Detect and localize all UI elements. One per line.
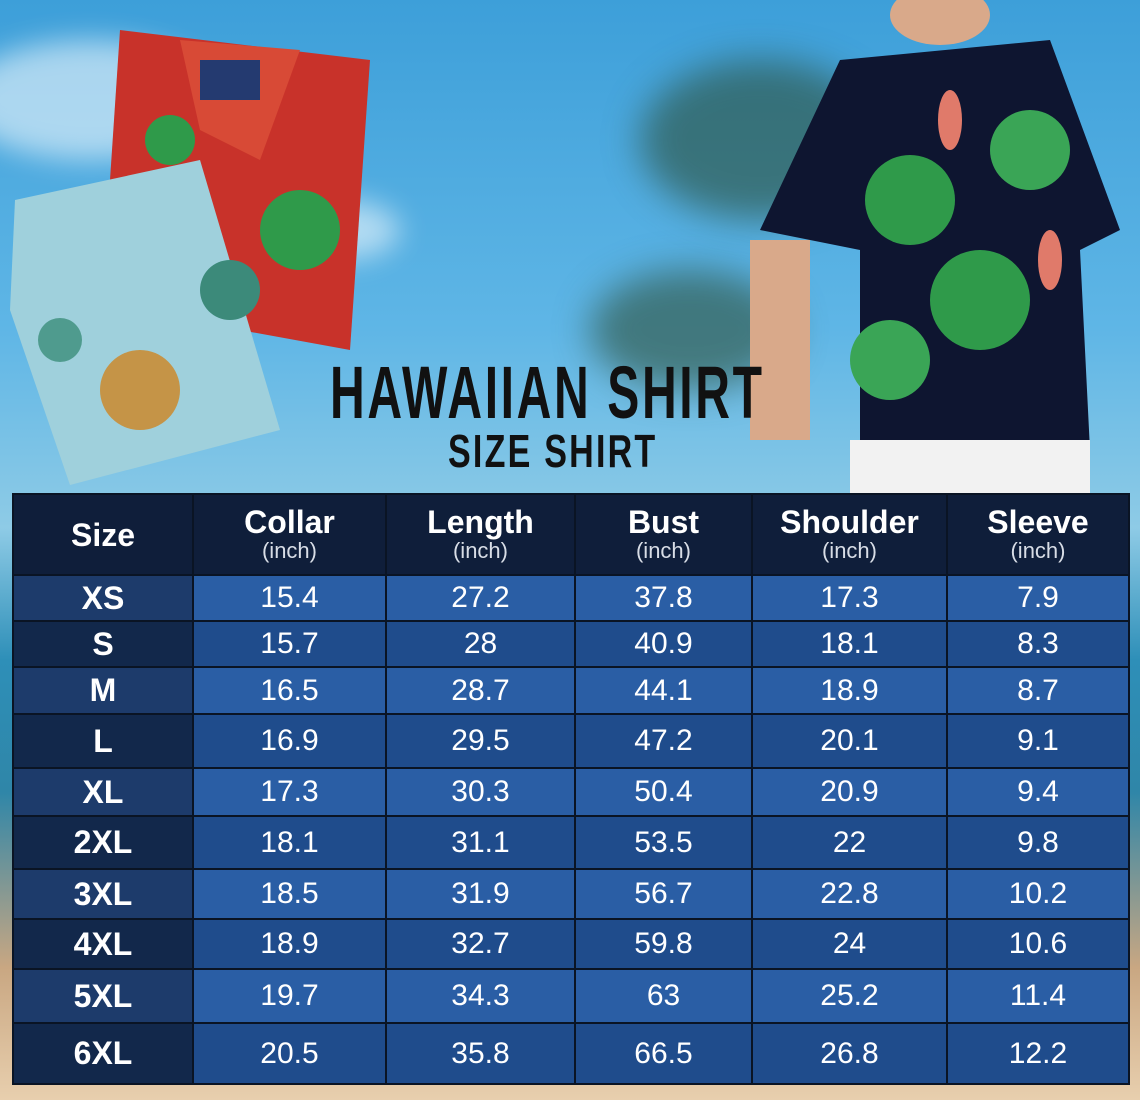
header-label: Shoulder — [780, 503, 919, 540]
measurement-cell: 63 — [574, 968, 753, 1024]
size-cell: L — [12, 713, 194, 769]
measurement-cell: 53.5 — [574, 815, 753, 870]
measurement-cell: 18.5 — [192, 868, 387, 920]
size-cell: 3XL — [12, 868, 194, 920]
measurement-cell: 27.2 — [385, 574, 576, 622]
measurement-cell: 9.1 — [946, 713, 1130, 769]
header-label: Size — [70, 516, 136, 553]
column-header-size: Size — [12, 493, 194, 576]
measurement-cell: 9.8 — [946, 815, 1130, 870]
measurement-cell: 17.3 — [192, 767, 387, 817]
measurement-cell: 32.7 — [385, 918, 576, 970]
measurement-cell: 26.8 — [751, 1022, 948, 1085]
measurement-cell: 16.9 — [192, 713, 387, 769]
measurement-cell: 18.1 — [751, 620, 948, 668]
table-row: 3XL 18.5 31.9 56.7 22.8 10.2 — [12, 868, 1130, 920]
size-cell: 4XL — [12, 918, 194, 970]
measurement-cell: 35.8 — [385, 1022, 576, 1085]
measurement-cell: 31.1 — [385, 815, 576, 870]
header-unit: (inch) — [261, 537, 317, 563]
measurement-cell: 10.6 — [946, 918, 1130, 970]
measurement-cell: 20.1 — [751, 713, 948, 769]
table-row: 2XL 18.1 31.1 53.5 22 9.8 — [12, 815, 1130, 870]
measurement-cell: 37.8 — [574, 574, 753, 622]
size-cell: 5XL — [12, 968, 194, 1024]
measurement-cell: 28 — [385, 620, 576, 668]
measurement-cell: 24 — [751, 918, 948, 970]
measurement-cell: 59.8 — [574, 918, 753, 970]
measurement-cell: 66.5 — [574, 1022, 753, 1085]
measurement-cell: 31.9 — [385, 868, 576, 920]
measurement-cell: 44.1 — [574, 666, 753, 715]
column-header-collar: Collar (inch) — [192, 493, 387, 576]
column-header-length: Length (inch) — [385, 493, 576, 576]
table-row: 4XL 18.9 32.7 59.8 24 10.6 — [12, 918, 1130, 970]
size-chart-table: Size Collar (inch) Length (inch) Bust (inch) Sh… — [12, 493, 1130, 1085]
header-label: Bust — [627, 503, 700, 540]
measurement-cell: 10.2 — [946, 868, 1130, 920]
size-cell: 6XL — [12, 1022, 194, 1085]
measurement-cell: 16.5 — [192, 666, 387, 715]
table-row: 5XL 19.7 34.3 63 25.2 11.4 — [12, 968, 1130, 1024]
table-row: S 15.7 28 40.9 18.1 8.3 — [12, 620, 1130, 668]
header-unit: (inch) — [635, 537, 691, 563]
table-row: XL 17.3 30.3 50.4 20.9 9.4 — [12, 767, 1130, 817]
measurement-cell: 7.9 — [946, 574, 1130, 622]
measurement-cell: 20.5 — [192, 1022, 387, 1085]
header-row: Size Collar (inch) Length (inch) Bust (inch) Sh… — [12, 493, 1130, 576]
table-row: XS 15.4 27.2 37.8 17.3 7.9 — [12, 574, 1130, 622]
page-subtitle: SIZE SHIRT — [448, 425, 658, 477]
column-header-shoulder: Shoulder (inch) — [751, 493, 948, 576]
measurement-cell: 34.3 — [385, 968, 576, 1024]
table-row: M 16.5 28.7 44.1 18.9 8.7 — [12, 666, 1130, 715]
measurement-cell: 11.4 — [946, 968, 1130, 1024]
measurement-cell: 47.2 — [574, 713, 753, 769]
measurement-cell: 19.7 — [192, 968, 387, 1024]
measurement-cell: 22 — [751, 815, 948, 870]
header-unit: (inch) — [821, 537, 877, 563]
measurement-cell: 15.7 — [192, 620, 387, 668]
measurement-cell: 15.4 — [192, 574, 387, 622]
size-cell: XL — [12, 767, 194, 817]
table-row: 6XL 20.5 35.8 66.5 26.8 12.2 — [12, 1022, 1130, 1085]
measurement-cell: 50.4 — [574, 767, 753, 817]
column-header-bust: Bust (inch) — [574, 493, 753, 576]
measurement-cell: 8.7 — [946, 666, 1130, 715]
model-wearing-shirt-image — [750, 0, 1120, 495]
measurement-cell: 40.9 — [574, 620, 753, 668]
size-cell: XS — [12, 574, 194, 622]
measurement-cell: 9.4 — [946, 767, 1130, 817]
size-cell: S — [12, 620, 194, 668]
measurement-cell: 25.2 — [751, 968, 948, 1024]
measurement-cell: 18.9 — [751, 666, 948, 715]
size-cell: M — [12, 666, 194, 715]
measurement-cell: 8.3 — [946, 620, 1130, 668]
measurement-cell: 12.2 — [946, 1022, 1130, 1085]
measurement-cell: 30.3 — [385, 767, 576, 817]
column-header-sleeve: Sleeve (inch) — [946, 493, 1130, 576]
page-title: HAWAIIAN SHIRT — [330, 351, 765, 434]
measurement-cell: 17.3 — [751, 574, 948, 622]
header-unit: (inch) — [452, 537, 508, 563]
measurement-cell: 20.9 — [751, 767, 948, 817]
header-label: Collar — [244, 503, 335, 540]
header-label: Sleeve — [987, 503, 1089, 540]
header-label: Length — [427, 503, 534, 540]
measurement-cell: 29.5 — [385, 713, 576, 769]
measurement-cell: 28.7 — [385, 666, 576, 715]
table-row: L 16.9 29.5 47.2 20.1 9.1 — [12, 713, 1130, 769]
header-unit: (inch) — [1010, 537, 1066, 563]
measurement-cell: 56.7 — [574, 868, 753, 920]
size-cell: 2XL — [12, 815, 194, 870]
measurement-cell: 18.9 — [192, 918, 387, 970]
measurement-cell: 22.8 — [751, 868, 948, 920]
measurement-cell: 18.1 — [192, 815, 387, 870]
folded-shirts-image — [10, 30, 370, 485]
